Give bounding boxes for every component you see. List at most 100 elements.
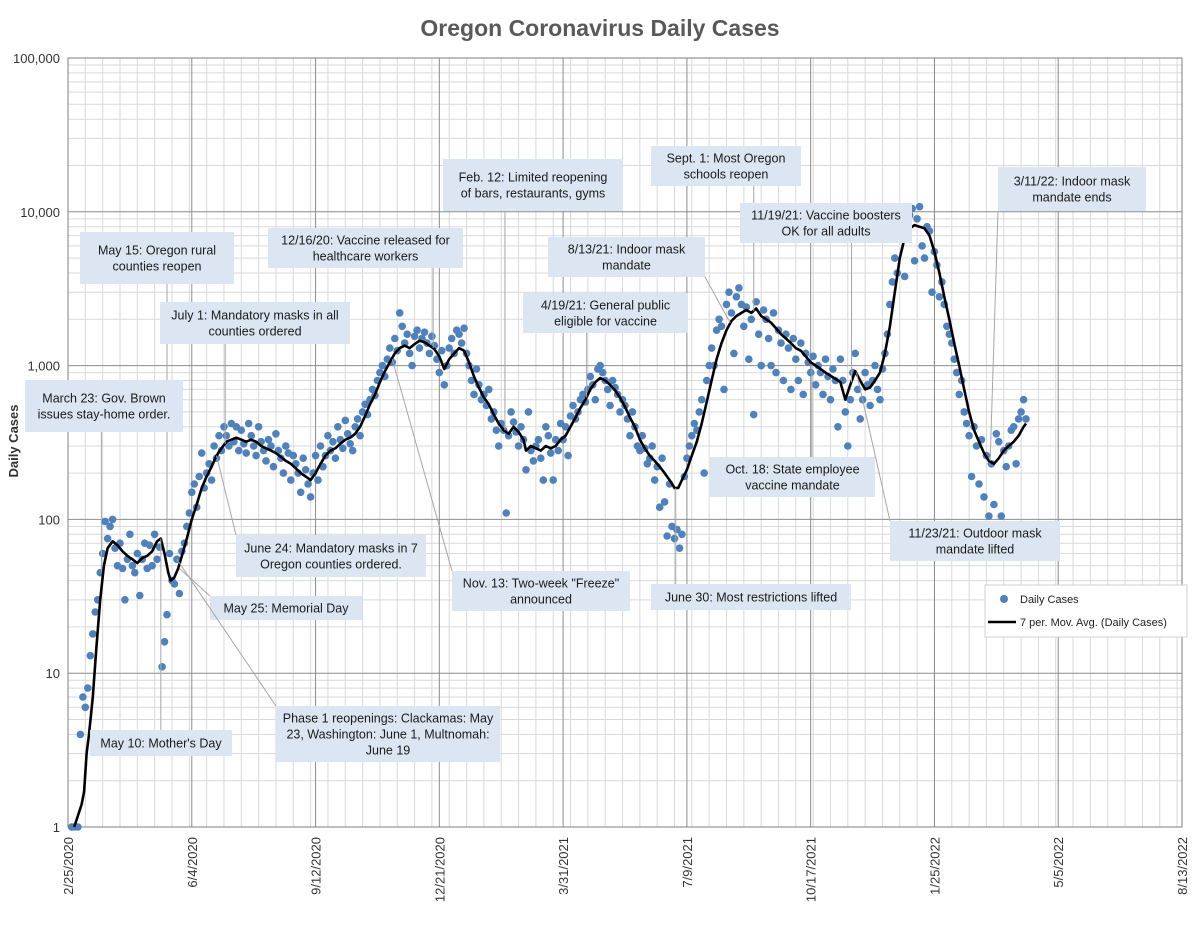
annotation-callout: Phase 1 reopenings: Clackamas: May 23, Wa… — [176, 559, 500, 762]
annotation-text: 8/13/21: Indoor mask — [568, 243, 686, 257]
daily-case-point — [670, 534, 679, 543]
daily-case-point — [438, 346, 446, 355]
annotation-text: announced — [510, 593, 572, 607]
daily-case-point — [1017, 408, 1025, 416]
daily-case-point — [329, 437, 337, 446]
daily-case-point — [1009, 423, 1018, 431]
daily-case-point — [871, 361, 879, 370]
daily-case-point — [650, 476, 659, 484]
daily-case-point — [408, 361, 416, 370]
annotation-leader-line — [176, 559, 277, 707]
daily-case-point — [920, 254, 929, 262]
annotation-callout: Oct. 18: State employee vaccine mandate — [710, 365, 875, 497]
daily-case-point — [160, 638, 169, 646]
daily-case-point — [675, 544, 684, 552]
daily-case-point — [546, 449, 555, 457]
daily-case-point — [792, 355, 800, 364]
daily-case-point — [722, 300, 731, 309]
annotation-text: June 30: Most restrictions lifted — [665, 591, 837, 605]
daily-case-point — [494, 442, 503, 450]
annotation-text: mandate lifted — [936, 543, 1015, 557]
daily-case-point — [626, 431, 634, 440]
daily-case-point — [334, 423, 342, 431]
daily-case-point — [943, 322, 951, 331]
annotation-callout: 12/16/20: Vaccine released for healthcare… — [268, 228, 463, 349]
annotation-text: healthcare workers — [313, 250, 419, 264]
daily-case-point — [725, 288, 733, 297]
daily-case-point — [522, 466, 530, 474]
daily-case-point — [749, 410, 758, 419]
daily-case-point — [789, 334, 798, 343]
daily-case-point — [517, 423, 525, 431]
daily-case-point — [197, 449, 206, 457]
daily-case-point — [247, 431, 255, 440]
daily-case-point — [415, 344, 424, 352]
daily-case-point — [754, 330, 763, 339]
daily-case-point — [608, 376, 617, 385]
daily-case-point — [314, 476, 322, 484]
daily-case-point — [913, 215, 921, 223]
daily-case-point — [685, 442, 694, 450]
daily-case-point — [752, 298, 760, 306]
daily-case-point — [616, 408, 624, 416]
annotation-text: July 1: Mandatory masks in all — [171, 309, 338, 323]
y-tick-label: 1 — [53, 820, 60, 835]
daily-case-point — [361, 400, 369, 409]
daily-case-point — [173, 555, 181, 564]
annotation-text: Feb. 12: Limited reopening — [459, 171, 608, 185]
daily-case-point — [207, 476, 216, 484]
daily-case-point — [660, 498, 669, 506]
daily-case-point — [210, 442, 218, 450]
daily-case-point — [378, 361, 387, 370]
daily-case-point — [985, 512, 993, 520]
daily-case-point — [398, 322, 407, 331]
annotation-box — [710, 457, 875, 497]
daily-case-point — [353, 415, 362, 423]
daily-case-point — [225, 442, 233, 450]
daily-case-point — [158, 663, 166, 671]
annotation-text: 11/23/21: Outdoor mask — [908, 527, 1042, 541]
annotation-box — [90, 730, 232, 756]
annotation-box — [651, 584, 851, 610]
daily-case-point — [542, 423, 550, 431]
daily-case-point — [128, 561, 137, 570]
y-tick-label: 1,000 — [27, 359, 60, 374]
annotation-text: June 19 — [366, 744, 411, 758]
daily-case-point — [1002, 462, 1010, 471]
daily-case-point — [428, 332, 436, 341]
daily-case-point — [965, 431, 973, 440]
daily-case-point — [655, 503, 664, 512]
daily-case-point — [175, 589, 184, 598]
daily-case-point — [131, 568, 139, 577]
daily-case-point — [759, 306, 768, 314]
x-tick-label: 9/12/2020 — [309, 837, 324, 895]
daily-case-point — [86, 651, 95, 660]
daily-case-point — [648, 442, 656, 450]
daily-case-point — [740, 322, 748, 331]
x-tick-label: 10/17/2021 — [804, 837, 819, 902]
daily-case-point — [195, 472, 203, 481]
daily-case-point — [529, 457, 538, 465]
daily-case-point — [960, 408, 968, 416]
daily-case-point — [304, 480, 312, 488]
daily-case-point — [534, 435, 543, 444]
annotation-text: schools reopen — [684, 168, 769, 182]
annotation-box — [548, 237, 705, 277]
daily-case-point — [972, 442, 981, 450]
daily-case-point — [764, 334, 773, 343]
daily-case-point — [348, 446, 357, 455]
daily-case-point — [806, 368, 815, 377]
daily-case-point — [410, 332, 419, 341]
daily-case-point — [98, 549, 107, 558]
legend-box — [984, 584, 1188, 638]
daily-case-point — [81, 703, 90, 712]
daily-case-point — [237, 426, 246, 435]
annotation-box — [236, 535, 426, 577]
annotation-text: Nov. 13: Two-week "Freeze" — [463, 577, 619, 591]
daily-case-point — [413, 326, 421, 335]
daily-case-point — [405, 349, 414, 358]
annotation-callout: 11/19/21: Vaccine boosters OK for all adu… — [740, 203, 912, 383]
annotation-text: vaccine mandate — [745, 479, 840, 493]
daily-case-point — [272, 430, 280, 438]
